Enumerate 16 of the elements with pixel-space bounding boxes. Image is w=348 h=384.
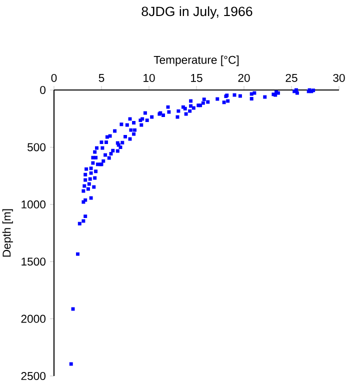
y-axis-title: Depth [m]	[2, 209, 13, 257]
x-tick-label: 15	[191, 74, 202, 82]
x-axis-title: Temperature [°C]	[154, 56, 239, 66]
y-tick-label: 500	[28, 143, 46, 152]
y-tick-label: 1000	[22, 200, 46, 208]
y-tick-label: 2000	[21, 314, 46, 323]
x-tick-label: 20	[238, 74, 250, 82]
y-tick-label: 1500	[22, 258, 46, 266]
x-tick-label: 5	[98, 74, 104, 82]
x-tick-label: 25	[286, 74, 298, 82]
x-tick-label: 10	[144, 74, 155, 82]
x-tick-label: 0	[51, 74, 57, 82]
x-tick-label: 30	[333, 74, 345, 82]
chart-title: 8JDG in July, 1966	[142, 6, 252, 19]
y-tick-label: 2500	[21, 372, 46, 380]
y-tick-label: 0	[40, 86, 46, 94]
